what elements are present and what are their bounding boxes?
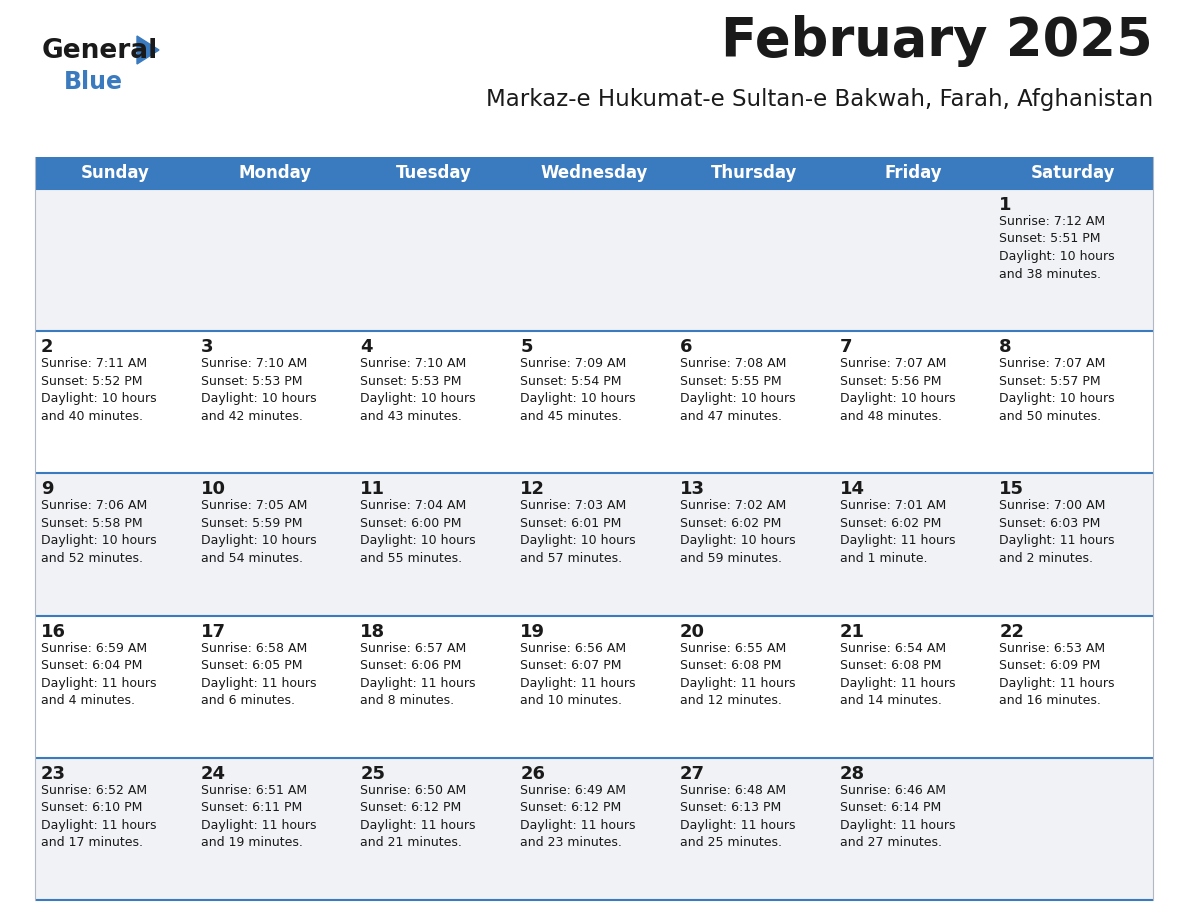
Text: Sunrise: 6:49 AM
Sunset: 6:12 PM
Daylight: 11 hours
and 23 minutes.: Sunrise: 6:49 AM Sunset: 6:12 PM Dayligh… bbox=[520, 784, 636, 849]
Text: 23: 23 bbox=[42, 765, 67, 783]
Text: 24: 24 bbox=[201, 765, 226, 783]
Text: Markaz-e Hukumat-e Sultan-e Bakwah, Farah, Afghanistan: Markaz-e Hukumat-e Sultan-e Bakwah, Fara… bbox=[486, 88, 1154, 111]
Text: Sunrise: 6:48 AM
Sunset: 6:13 PM
Daylight: 11 hours
and 25 minutes.: Sunrise: 6:48 AM Sunset: 6:13 PM Dayligh… bbox=[680, 784, 795, 849]
Text: General: General bbox=[42, 38, 158, 64]
Text: Sunrise: 7:04 AM
Sunset: 6:00 PM
Daylight: 10 hours
and 55 minutes.: Sunrise: 7:04 AM Sunset: 6:00 PM Dayligh… bbox=[360, 499, 476, 565]
Text: February 2025: February 2025 bbox=[721, 15, 1154, 67]
Text: 28: 28 bbox=[840, 765, 865, 783]
Text: Sunrise: 6:57 AM
Sunset: 6:06 PM
Daylight: 11 hours
and 8 minutes.: Sunrise: 6:57 AM Sunset: 6:06 PM Dayligh… bbox=[360, 642, 476, 707]
Text: Wednesday: Wednesday bbox=[541, 164, 647, 182]
Text: Sunrise: 6:56 AM
Sunset: 6:07 PM
Daylight: 11 hours
and 10 minutes.: Sunrise: 6:56 AM Sunset: 6:07 PM Dayligh… bbox=[520, 642, 636, 707]
Text: Sunrise: 6:51 AM
Sunset: 6:11 PM
Daylight: 11 hours
and 19 minutes.: Sunrise: 6:51 AM Sunset: 6:11 PM Dayligh… bbox=[201, 784, 316, 849]
Text: 27: 27 bbox=[680, 765, 704, 783]
Text: Saturday: Saturday bbox=[1031, 164, 1116, 182]
Text: Sunrise: 6:55 AM
Sunset: 6:08 PM
Daylight: 11 hours
and 12 minutes.: Sunrise: 6:55 AM Sunset: 6:08 PM Dayligh… bbox=[680, 642, 795, 707]
Text: Sunrise: 7:09 AM
Sunset: 5:54 PM
Daylight: 10 hours
and 45 minutes.: Sunrise: 7:09 AM Sunset: 5:54 PM Dayligh… bbox=[520, 357, 636, 422]
Text: Blue: Blue bbox=[64, 70, 124, 94]
Text: 17: 17 bbox=[201, 622, 226, 641]
Text: Monday: Monday bbox=[238, 164, 311, 182]
Text: 13: 13 bbox=[680, 480, 704, 498]
Text: 20: 20 bbox=[680, 622, 704, 641]
Text: 25: 25 bbox=[360, 765, 385, 783]
Text: Sunrise: 7:07 AM
Sunset: 5:56 PM
Daylight: 10 hours
and 48 minutes.: Sunrise: 7:07 AM Sunset: 5:56 PM Dayligh… bbox=[840, 357, 955, 422]
Text: 22: 22 bbox=[999, 622, 1024, 641]
Text: Sunrise: 7:03 AM
Sunset: 6:01 PM
Daylight: 10 hours
and 57 minutes.: Sunrise: 7:03 AM Sunset: 6:01 PM Dayligh… bbox=[520, 499, 636, 565]
Text: Sunrise: 7:12 AM
Sunset: 5:51 PM
Daylight: 10 hours
and 38 minutes.: Sunrise: 7:12 AM Sunset: 5:51 PM Dayligh… bbox=[999, 215, 1114, 281]
Text: 11: 11 bbox=[360, 480, 385, 498]
Text: Tuesday: Tuesday bbox=[397, 164, 472, 182]
Text: Friday: Friday bbox=[885, 164, 942, 182]
Text: Sunrise: 7:08 AM
Sunset: 5:55 PM
Daylight: 10 hours
and 47 minutes.: Sunrise: 7:08 AM Sunset: 5:55 PM Dayligh… bbox=[680, 357, 796, 422]
Text: 5: 5 bbox=[520, 338, 532, 356]
Text: 6: 6 bbox=[680, 338, 693, 356]
Text: Sunrise: 6:50 AM
Sunset: 6:12 PM
Daylight: 11 hours
and 21 minutes.: Sunrise: 6:50 AM Sunset: 6:12 PM Dayligh… bbox=[360, 784, 476, 849]
Text: Sunrise: 7:02 AM
Sunset: 6:02 PM
Daylight: 10 hours
and 59 minutes.: Sunrise: 7:02 AM Sunset: 6:02 PM Dayligh… bbox=[680, 499, 796, 565]
Text: Sunrise: 6:58 AM
Sunset: 6:05 PM
Daylight: 11 hours
and 6 minutes.: Sunrise: 6:58 AM Sunset: 6:05 PM Dayligh… bbox=[201, 642, 316, 707]
Bar bbox=[34, 189, 1154, 331]
Text: 3: 3 bbox=[201, 338, 213, 356]
Text: 18: 18 bbox=[360, 622, 386, 641]
Bar bbox=[34, 616, 1154, 757]
Text: 26: 26 bbox=[520, 765, 545, 783]
Text: 15: 15 bbox=[999, 480, 1024, 498]
Text: Sunrise: 7:07 AM
Sunset: 5:57 PM
Daylight: 10 hours
and 50 minutes.: Sunrise: 7:07 AM Sunset: 5:57 PM Dayligh… bbox=[999, 357, 1114, 422]
Text: 1: 1 bbox=[999, 196, 1012, 214]
Text: 16: 16 bbox=[42, 622, 67, 641]
Text: Sunrise: 7:10 AM
Sunset: 5:53 PM
Daylight: 10 hours
and 42 minutes.: Sunrise: 7:10 AM Sunset: 5:53 PM Dayligh… bbox=[201, 357, 316, 422]
Bar bbox=[34, 157, 1154, 189]
Text: 21: 21 bbox=[840, 622, 865, 641]
Text: Sunrise: 6:59 AM
Sunset: 6:04 PM
Daylight: 11 hours
and 4 minutes.: Sunrise: 6:59 AM Sunset: 6:04 PM Dayligh… bbox=[42, 642, 157, 707]
Text: Sunrise: 6:52 AM
Sunset: 6:10 PM
Daylight: 11 hours
and 17 minutes.: Sunrise: 6:52 AM Sunset: 6:10 PM Dayligh… bbox=[42, 784, 157, 849]
Text: 4: 4 bbox=[360, 338, 373, 356]
Bar bbox=[34, 331, 1154, 474]
Text: Sunrise: 6:46 AM
Sunset: 6:14 PM
Daylight: 11 hours
and 27 minutes.: Sunrise: 6:46 AM Sunset: 6:14 PM Dayligh… bbox=[840, 784, 955, 849]
Text: Sunday: Sunday bbox=[81, 164, 150, 182]
Bar bbox=[34, 757, 1154, 900]
Text: 8: 8 bbox=[999, 338, 1012, 356]
Text: 14: 14 bbox=[840, 480, 865, 498]
Text: Sunrise: 6:53 AM
Sunset: 6:09 PM
Daylight: 11 hours
and 16 minutes.: Sunrise: 6:53 AM Sunset: 6:09 PM Dayligh… bbox=[999, 642, 1114, 707]
Text: Sunrise: 7:05 AM
Sunset: 5:59 PM
Daylight: 10 hours
and 54 minutes.: Sunrise: 7:05 AM Sunset: 5:59 PM Dayligh… bbox=[201, 499, 316, 565]
Text: Sunrise: 7:10 AM
Sunset: 5:53 PM
Daylight: 10 hours
and 43 minutes.: Sunrise: 7:10 AM Sunset: 5:53 PM Dayligh… bbox=[360, 357, 476, 422]
Text: Sunrise: 7:00 AM
Sunset: 6:03 PM
Daylight: 11 hours
and 2 minutes.: Sunrise: 7:00 AM Sunset: 6:03 PM Dayligh… bbox=[999, 499, 1114, 565]
Text: 2: 2 bbox=[42, 338, 53, 356]
Text: Sunrise: 7:06 AM
Sunset: 5:58 PM
Daylight: 10 hours
and 52 minutes.: Sunrise: 7:06 AM Sunset: 5:58 PM Dayligh… bbox=[42, 499, 157, 565]
Text: 12: 12 bbox=[520, 480, 545, 498]
Text: 10: 10 bbox=[201, 480, 226, 498]
Text: Sunrise: 6:54 AM
Sunset: 6:08 PM
Daylight: 11 hours
and 14 minutes.: Sunrise: 6:54 AM Sunset: 6:08 PM Dayligh… bbox=[840, 642, 955, 707]
Text: 9: 9 bbox=[42, 480, 53, 498]
Text: 7: 7 bbox=[840, 338, 852, 356]
Bar bbox=[34, 474, 1154, 616]
Polygon shape bbox=[137, 36, 159, 64]
Text: 19: 19 bbox=[520, 622, 545, 641]
Text: Sunrise: 7:01 AM
Sunset: 6:02 PM
Daylight: 11 hours
and 1 minute.: Sunrise: 7:01 AM Sunset: 6:02 PM Dayligh… bbox=[840, 499, 955, 565]
Text: Sunrise: 7:11 AM
Sunset: 5:52 PM
Daylight: 10 hours
and 40 minutes.: Sunrise: 7:11 AM Sunset: 5:52 PM Dayligh… bbox=[42, 357, 157, 422]
Text: Thursday: Thursday bbox=[710, 164, 797, 182]
